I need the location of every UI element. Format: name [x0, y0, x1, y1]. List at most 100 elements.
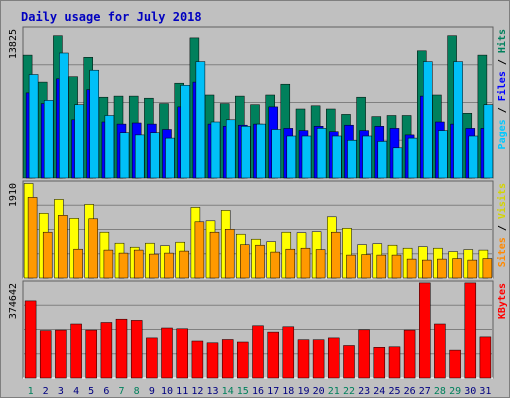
- bar-sites-day-9: [149, 253, 159, 279]
- bar-sites-day-11: [179, 250, 189, 279]
- bar-sites-day-7: [118, 252, 129, 279]
- panel-hits-files-pages-legend: Pages / Files / Hits: [496, 29, 508, 149]
- day-label-25: 25: [388, 386, 400, 397]
- day-label-28: 28: [434, 386, 446, 397]
- day-label-15: 15: [237, 386, 249, 397]
- bar-kbytes-day-17: [267, 331, 279, 379]
- bar-kbytes-day-19: [297, 339, 310, 379]
- bar-sites-day-6: [103, 249, 114, 279]
- bar-pages-day-17: [271, 129, 281, 179]
- bar-sites-day-10: [164, 252, 174, 279]
- bar-kbytes-day-11: [176, 328, 188, 379]
- panel-kbytes-max-label: 374642: [8, 283, 19, 319]
- day-label-16: 16: [252, 386, 264, 397]
- day-label-22: 22: [343, 386, 355, 397]
- day-label-7: 7: [118, 386, 124, 397]
- bar-sites-day-17: [270, 251, 280, 279]
- bar-kbytes-day-4: [70, 323, 82, 379]
- day-label-26: 26: [404, 386, 416, 397]
- bar-kbytes-day-7: [115, 318, 128, 379]
- chart-title: Daily usage for July 2018: [21, 10, 202, 24]
- bar-sites-day-26: [406, 258, 417, 279]
- bar-kbytes-day-26: [403, 329, 416, 379]
- bar-sites-day-5: [88, 218, 98, 279]
- bar-pages-day-19: [301, 135, 312, 179]
- legend-part: Hits: [496, 29, 508, 53]
- bar-pages-day-1: [28, 74, 39, 179]
- legend-part: Pages: [497, 119, 508, 149]
- bar-kbytes-day-27: [419, 282, 431, 379]
- bar-pages-day-5: [89, 69, 99, 179]
- panel-visits-sites-max-label: 1910: [8, 183, 19, 207]
- bar-pages-day-30: [468, 135, 479, 179]
- day-label-9: 9: [149, 386, 155, 397]
- bar-sites-day-15: [240, 244, 250, 279]
- day-label-27: 27: [419, 386, 431, 397]
- bar-pages-day-15: [241, 126, 251, 179]
- day-label-3: 3: [58, 386, 64, 397]
- bar-pages-day-28: [438, 130, 448, 179]
- bar-sites-day-27: [422, 259, 432, 279]
- bar-pages-day-27: [423, 61, 433, 179]
- bar-pages-day-13: [210, 121, 221, 179]
- bar-sites-day-21: [331, 231, 341, 279]
- bar-pages-day-6: [104, 115, 115, 179]
- bar-kbytes-day-20: [312, 339, 325, 379]
- bar-kbytes-day-21: [328, 337, 340, 379]
- day-label-14: 14: [222, 386, 234, 397]
- day-label-17: 17: [267, 386, 279, 397]
- legend-part: Sites: [496, 237, 508, 267]
- bar-sites-day-23: [361, 254, 371, 279]
- bar-pages-day-24: [377, 141, 388, 179]
- day-label-30: 30: [464, 386, 476, 397]
- bar-sites-day-22: [346, 254, 356, 279]
- day-label-8: 8: [134, 386, 140, 397]
- day-label-10: 10: [161, 386, 173, 397]
- bar-kbytes-day-3: [55, 329, 67, 379]
- bar-pages-day-26: [407, 137, 418, 179]
- legend-part: /: [497, 53, 508, 71]
- bar-kbytes-day-29: [449, 349, 461, 379]
- bar-sites-day-8: [133, 249, 144, 279]
- bar-kbytes-day-12: [191, 340, 204, 379]
- legend-part: /: [497, 219, 508, 237]
- day-label-13: 13: [206, 386, 218, 397]
- bar-pages-day-7: [119, 132, 130, 179]
- bar-kbytes-day-8: [130, 320, 143, 379]
- bar-sites-day-14: [224, 229, 235, 279]
- day-label-12: 12: [191, 386, 203, 397]
- legend-part: Files: [496, 71, 508, 101]
- bar-sites-day-20: [315, 249, 326, 279]
- day-label-6: 6: [103, 386, 109, 397]
- bar-kbytes-day-9: [146, 337, 158, 379]
- day-label-11: 11: [176, 386, 188, 397]
- bar-sites-day-30: [467, 259, 478, 279]
- bar-pages-day-14: [225, 119, 236, 179]
- bar-pages-day-10: [165, 137, 175, 179]
- bar-kbytes-day-10: [161, 327, 173, 379]
- day-label-5: 5: [88, 386, 94, 397]
- day-label-20: 20: [313, 386, 325, 397]
- bar-pages-day-8: [134, 134, 145, 179]
- legend-part: KBytes: [497, 283, 508, 319]
- day-label-2: 2: [43, 386, 49, 397]
- bar-kbytes-day-1: [24, 300, 37, 379]
- bar-kbytes-day-13: [206, 342, 219, 379]
- panel-kbytes-legend: KBytes: [497, 283, 508, 319]
- bar-pages-day-11: [180, 85, 190, 179]
- bar-kbytes-day-18: [282, 326, 295, 379]
- bar-sites-day-29: [452, 258, 462, 279]
- bar-kbytes-day-24: [373, 347, 386, 379]
- bar-pages-day-20: [316, 128, 327, 179]
- bar-pages-day-25: [392, 147, 403, 179]
- bar-pages-day-4: [74, 104, 84, 179]
- bar-pages-day-9: [150, 132, 160, 179]
- legend-part: /: [497, 101, 508, 119]
- panel-visits-sites-legend: Sites / Visits: [496, 183, 508, 267]
- bar-sites-day-18: [285, 248, 296, 279]
- bar-kbytes-day-22: [343, 345, 355, 379]
- bar-kbytes-day-25: [388, 346, 401, 379]
- bar-kbytes-day-2: [39, 330, 52, 379]
- bar-pages-day-31: [483, 104, 494, 179]
